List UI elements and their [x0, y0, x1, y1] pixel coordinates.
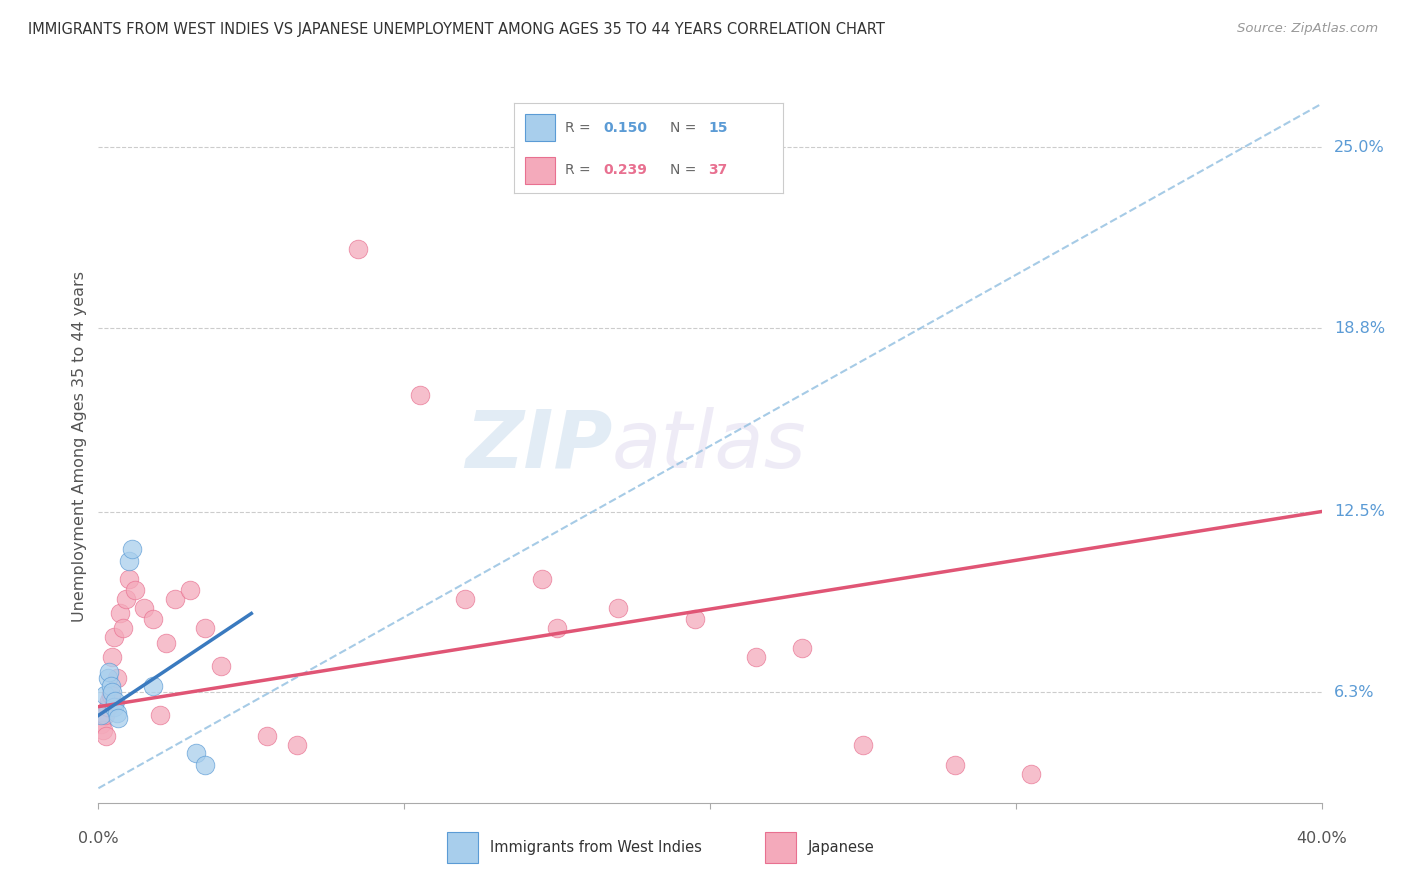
- Point: [124, 583, 146, 598]
- Point: [155, 635, 177, 649]
- Point: [745, 650, 768, 665]
- Point: [104, 694, 127, 708]
- Point: [93, 708, 115, 723]
- Point: [142, 612, 165, 626]
- Point: [179, 583, 201, 598]
- Point: [142, 679, 165, 693]
- Point: [1019, 766, 1042, 780]
- Point: [90, 717, 112, 731]
- Point: [163, 591, 186, 606]
- Point: [194, 621, 217, 635]
- Point: [90, 708, 112, 723]
- Point: [100, 688, 122, 702]
- Point: [98, 694, 121, 708]
- Point: [408, 388, 430, 402]
- Text: IMMIGRANTS FROM WEST INDIES VS JAPANESE UNEMPLOYMENT AMONG AGES 35 TO 44 YEARS C: IMMIGRANTS FROM WEST INDIES VS JAPANESE …: [28, 22, 884, 37]
- Point: [97, 699, 120, 714]
- Point: [790, 641, 813, 656]
- Point: [186, 746, 208, 760]
- Point: [607, 600, 630, 615]
- Text: 6.3%: 6.3%: [1334, 685, 1375, 699]
- Point: [101, 650, 124, 665]
- Point: [546, 621, 568, 635]
- Point: [94, 729, 117, 743]
- Point: [209, 659, 232, 673]
- Point: [683, 612, 706, 626]
- Point: [149, 708, 172, 723]
- Point: [103, 699, 125, 714]
- Point: [105, 671, 128, 685]
- Point: [101, 685, 124, 699]
- Point: [115, 591, 138, 606]
- Point: [108, 607, 131, 621]
- Point: [100, 679, 122, 693]
- Point: [118, 572, 141, 586]
- Text: 40.0%: 40.0%: [1296, 831, 1347, 847]
- Point: [134, 600, 156, 615]
- Point: [256, 729, 278, 743]
- Text: 18.8%: 18.8%: [1334, 320, 1385, 335]
- Point: [194, 758, 217, 772]
- Text: atlas: atlas: [612, 407, 807, 485]
- Point: [98, 665, 121, 679]
- Point: [943, 758, 966, 772]
- Point: [118, 554, 141, 568]
- Point: [107, 711, 129, 725]
- Point: [285, 738, 308, 752]
- Point: [347, 243, 370, 257]
- Point: [121, 542, 143, 557]
- Text: 12.5%: 12.5%: [1334, 504, 1385, 519]
- Point: [111, 621, 134, 635]
- Point: [103, 630, 125, 644]
- Text: ZIP: ZIP: [465, 407, 612, 485]
- Point: [91, 723, 114, 737]
- Y-axis label: Unemployment Among Ages 35 to 44 years: Unemployment Among Ages 35 to 44 years: [72, 270, 87, 622]
- Point: [93, 688, 115, 702]
- Point: [852, 738, 875, 752]
- Text: 0.0%: 0.0%: [79, 831, 118, 847]
- Text: 25.0%: 25.0%: [1334, 140, 1385, 155]
- Point: [97, 671, 120, 685]
- Text: Source: ZipAtlas.com: Source: ZipAtlas.com: [1237, 22, 1378, 36]
- Point: [530, 572, 553, 586]
- Point: [105, 706, 128, 720]
- Point: [454, 591, 477, 606]
